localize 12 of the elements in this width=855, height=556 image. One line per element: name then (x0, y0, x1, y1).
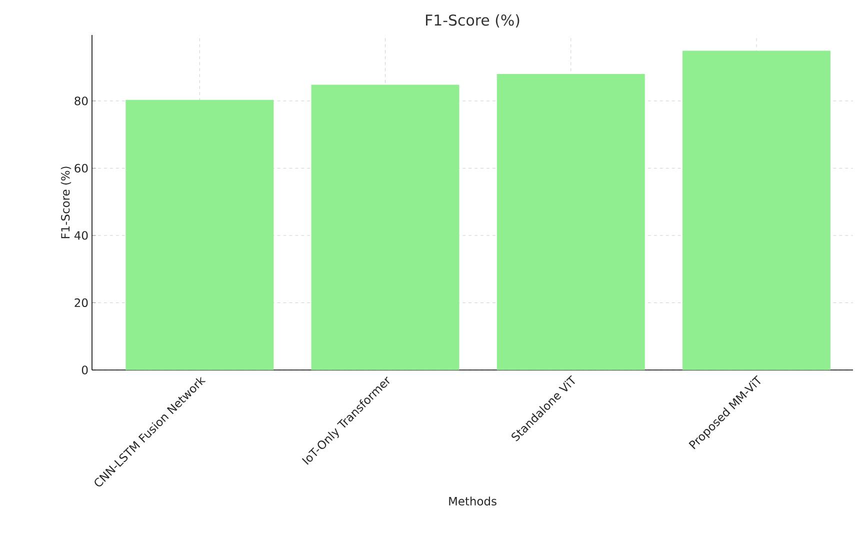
bar (496, 74, 645, 370)
y-axis-title: F1-Score (%) (60, 166, 72, 238)
chart-title: F1-Score (%) (426, 14, 520, 28)
y-tick-label: 80 (74, 96, 88, 106)
y-tick-label: 20 (74, 298, 88, 308)
y-tick-label: 0 (82, 366, 88, 374)
bar (682, 50, 830, 370)
x-axis-title: Methods (449, 496, 496, 506)
y-tick-label: 40 (74, 231, 88, 240)
bar (311, 84, 460, 370)
bar (126, 100, 274, 370)
y-tick-label: 60 (74, 164, 88, 173)
